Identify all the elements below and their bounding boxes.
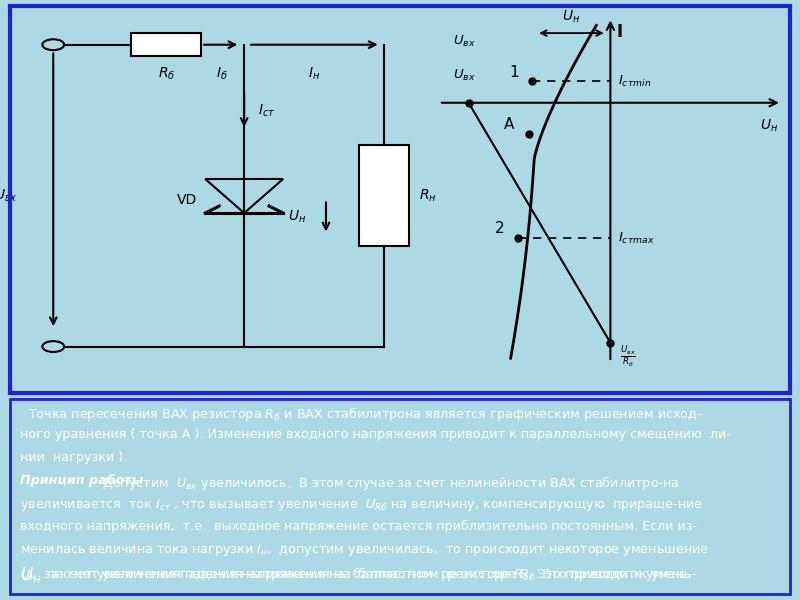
Text: нии  нагрузки ).: нии нагрузки ).	[20, 451, 127, 464]
Text: $I_н$: $I_н$	[308, 66, 320, 82]
Text: $U_{вх}$: $U_{вх}$	[0, 187, 18, 204]
Text: $U_н$  за счет увеличения падения напряжения на  балластном  резисторе $R_б$. Эт: $U_н$ за счет увеличения падения напряже…	[20, 565, 692, 583]
Text: входного напряжения,  т.е.  выходное напряжение остается приблизительно постоянн: входного напряжения, т.е. выходное напря…	[20, 520, 697, 533]
Text: 2: 2	[494, 221, 505, 236]
Text: Точка пересечения ВАХ резистора $R_б$ и ВАХ стабилитрона является графическим ре: Точка пересечения ВАХ резистора $R_б$ и …	[20, 405, 702, 423]
Text: VD: VD	[177, 193, 198, 206]
Text: I: I	[617, 23, 622, 41]
Text: менилась величина тока нагрузки $I_н$,  допустим увеличилась,  то происходит нек: менилась величина тока нагрузки $I_н$, д…	[20, 542, 709, 559]
Text: . Допустим  $U_{вх}$ увеличилось.  В этом случае за счет нелинейности ВАХ стабил: . Допустим $U_{вх}$ увеличилось. В этом …	[94, 473, 679, 491]
Text: 1: 1	[509, 65, 518, 80]
Text: Принцип работы: Принцип работы	[20, 473, 143, 487]
Text: $I_{стmin}$: $I_{стmin}$	[618, 74, 651, 89]
Text: $R_н$: $R_н$	[419, 187, 437, 204]
Text: $I_{стmax}$: $I_{стmax}$	[618, 230, 655, 246]
Text: $I_б$: $I_б$	[217, 66, 228, 82]
Text: за счет увеличения падения напряжения на  балластном  резисторе $R_б$. Это приво: за счет увеличения падения напряжения на…	[45, 565, 697, 583]
Text: увеличивается  ток $I_{ст}$ , что вызывает увеличение  $U_{Rб}$ на величину, ком: увеличивается ток $I_{ст}$ , что вызывае…	[20, 497, 702, 512]
Text: $I_{ст}$: $I_{ст}$	[258, 102, 275, 119]
Text: A: A	[504, 117, 514, 132]
Text: $U_н$: $U_н$	[288, 209, 306, 225]
Text: ного уравнения ( точка A ). Изменение входного напряжения приводит к параллельно: ного уравнения ( точка A ). Изменение вх…	[20, 428, 730, 441]
Text: $U_н$: $U_н$	[760, 118, 778, 134]
Text: $U_{вх}$: $U_{вх}$	[454, 68, 476, 83]
Bar	[359, 145, 410, 246]
Text: $U_н$: $U_н$	[20, 565, 42, 586]
Text: $U_н$: $U_н$	[562, 8, 581, 25]
Bar	[131, 33, 202, 56]
Text: $\frac{U_{вх}}{R_б}$: $\frac{U_{вх}}{R_б}$	[620, 344, 636, 370]
Text: $R_б$: $R_б$	[158, 66, 175, 82]
Text: $U_{вх}$: $U_{вх}$	[454, 34, 476, 49]
